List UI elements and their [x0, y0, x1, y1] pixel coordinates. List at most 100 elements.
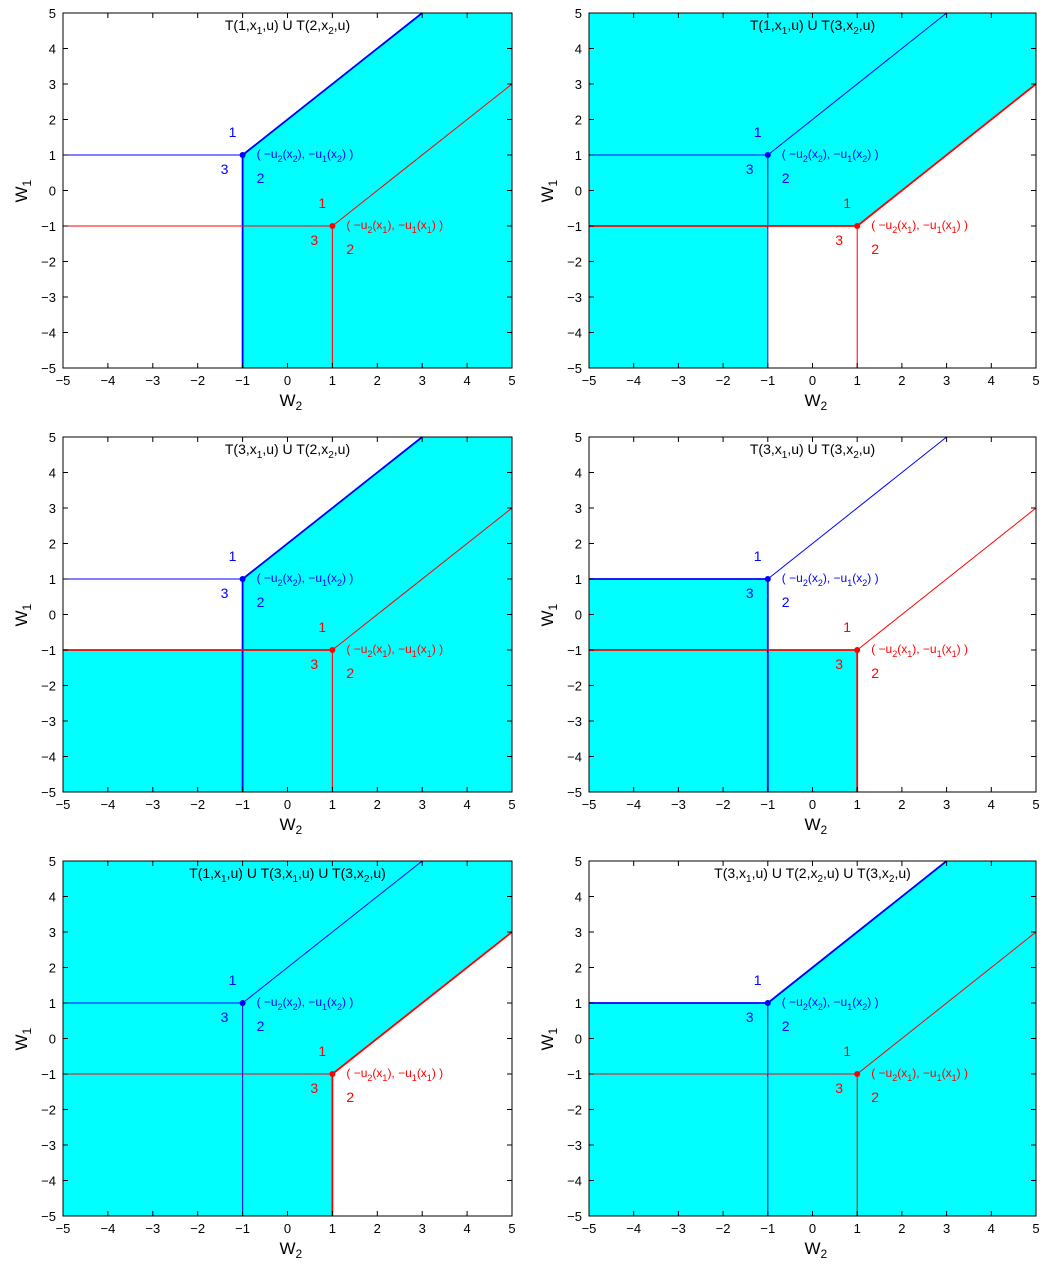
x2-coordinate-label: ( −u2(x2), −u1(x2) ) — [257, 571, 354, 588]
panel-title: T(1,x1,u) U T(2,x2,u) — [225, 17, 350, 37]
region-number-3: 3 — [835, 1080, 843, 1096]
x-tick-label: 1 — [329, 373, 336, 388]
region-number-3: 3 — [746, 585, 754, 601]
x-tick-label: −4 — [100, 797, 115, 812]
x1-point — [854, 223, 861, 229]
panel-title: T(3,x1,u) U T(3,x2,u) — [750, 441, 875, 461]
y-tick-label: −3 — [41, 1138, 56, 1153]
y-tick-label: 5 — [49, 430, 56, 445]
y-tick-label: −3 — [41, 714, 56, 729]
x1-coordinate-label: ( −u2(x1), −u1(x1) ) — [871, 642, 968, 659]
y-tick-label: −1 — [41, 219, 56, 234]
panel-6: −5 −4 −3 −2 −1 0 1 2 3 4 5 5 4 3 2 1 0 −1 −2 −3 −4 −5 W2 W1 T(3,… — [538, 854, 1040, 1261]
region-number-2: 2 — [871, 241, 879, 257]
y-tick-label: −2 — [41, 679, 56, 694]
y-tick-label: 5 — [575, 430, 582, 445]
region-number-3: 3 — [746, 161, 754, 177]
region-number-3: 3 — [221, 585, 229, 601]
region-number-2: 2 — [782, 170, 790, 186]
panel-3: −5 −4 −3 −2 −1 0 1 2 3 4 5 5 4 3 2 1 0 −1 −2 −3 −4 −5 W2 W1 T(3,… — [12, 430, 516, 837]
x-tick-label: −2 — [190, 797, 205, 812]
y-tick-label: −4 — [567, 750, 582, 765]
region-number-1: 1 — [754, 548, 762, 564]
y-tick-label: −3 — [567, 290, 582, 305]
region-number-3: 3 — [746, 1009, 754, 1025]
y-axis-label: W1 — [538, 603, 560, 626]
y-tick-label: 4 — [49, 890, 56, 905]
region-number-1: 1 — [229, 972, 237, 988]
y-tick-label: 1 — [575, 996, 582, 1011]
y-tick-label: 2 — [575, 961, 582, 976]
x-tick-label: 3 — [943, 1221, 950, 1236]
y-axis-label: W1 — [12, 179, 34, 202]
x1-ray-up — [856, 507, 1037, 651]
region-number-3: 3 — [310, 232, 318, 248]
y-tick-label: 5 — [575, 6, 582, 21]
x1-point — [329, 1071, 336, 1077]
y-tick-label: 4 — [49, 466, 56, 481]
region-number-1: 1 — [318, 1043, 326, 1059]
y-tick-label: 3 — [575, 501, 582, 516]
y-tick-label: −3 — [567, 714, 582, 729]
region-number-1: 1 — [318, 195, 326, 211]
y-tick-label: −2 — [41, 255, 56, 270]
y-tick-label: 0 — [575, 1032, 582, 1047]
x1-coordinate-label: ( −u2(x1), −u1(x1) ) — [346, 218, 443, 235]
panel-1: −5 −4 −3 −2 −1 0 1 2 3 4 5 5 4 3 2 1 0 −1 −2 −3 −4 −5 W2 W1 T(1,… — [12, 6, 516, 413]
x1-coordinate-label: ( −u2(x1), −u1(x1) ) — [346, 1066, 443, 1083]
y-axis-label: W1 — [538, 1027, 560, 1050]
x-tick-label: 1 — [854, 1221, 861, 1236]
x-axis-label: W2 — [805, 391, 828, 413]
y-tick-label: −2 — [41, 1103, 56, 1118]
y-tick-label: −5 — [41, 361, 56, 376]
y-tick-label: 2 — [49, 961, 56, 976]
y-tick-label: −4 — [41, 1174, 56, 1189]
shaded-region — [63, 437, 512, 792]
y-tick-label: 3 — [49, 925, 56, 940]
region-number-1: 1 — [843, 195, 851, 211]
y-tick-label: −5 — [567, 361, 582, 376]
x-tick-label: 2 — [898, 1221, 905, 1236]
y-tick-label: −4 — [41, 326, 56, 341]
x-tick-label: −2 — [190, 373, 205, 388]
region-number-2: 2 — [871, 1089, 879, 1105]
x-tick-label: −1 — [235, 1221, 250, 1236]
x-tick-label: −4 — [100, 373, 115, 388]
x-tick-label: 0 — [284, 1221, 291, 1236]
y-tick-label: −3 — [41, 290, 56, 305]
x-tick-label: −1 — [760, 797, 775, 812]
x2-ray-up — [767, 860, 948, 1004]
x-tick-label: 3 — [419, 797, 426, 812]
x-tick-label: −1 — [235, 373, 250, 388]
y-tick-label: −5 — [567, 785, 582, 800]
x1-point — [329, 223, 336, 229]
region-number-2: 2 — [346, 1089, 354, 1105]
x2-point — [764, 1000, 771, 1006]
x-tick-label: 5 — [1032, 797, 1039, 812]
y-tick-label: −2 — [567, 679, 582, 694]
x-tick-label: −1 — [760, 373, 775, 388]
region-number-1: 1 — [318, 619, 326, 635]
shaded-region — [589, 13, 1036, 368]
x2-coordinate-label: ( −u2(x2), −u1(x2) ) — [782, 995, 879, 1012]
y-tick-label: 1 — [49, 148, 56, 163]
x2-coordinate-label: ( −u2(x2), −u1(x2) ) — [782, 571, 879, 588]
x-tick-label: 0 — [809, 373, 816, 388]
x1-point — [854, 647, 861, 653]
region-number-1: 1 — [229, 124, 237, 140]
x-axis-label: W2 — [280, 815, 303, 837]
y-tick-label: 2 — [575, 113, 582, 128]
x-tick-label: −1 — [235, 797, 250, 812]
x-tick-label: −5 — [56, 797, 71, 812]
x-tick-label: −5 — [582, 373, 597, 388]
y-tick-label: −3 — [567, 1138, 582, 1153]
region-number-2: 2 — [871, 665, 879, 681]
y-tick-label: 2 — [575, 537, 582, 552]
panel-title: T(1,x1,u) U T(3,x2,u) — [750, 17, 875, 37]
x-tick-label: −5 — [582, 797, 597, 812]
panel-5: −5 −4 −3 −2 −1 0 1 2 3 4 5 5 4 3 2 1 0 −1 −2 −3 −4 −5 W2 W1 T(1,… — [12, 854, 516, 1261]
x1-coordinate-label: ( −u2(x1), −u1(x1) ) — [346, 642, 443, 659]
x-tick-label: −4 — [626, 1221, 641, 1236]
x-tick-label: 5 — [508, 1221, 515, 1236]
x-tick-label: 3 — [943, 373, 950, 388]
